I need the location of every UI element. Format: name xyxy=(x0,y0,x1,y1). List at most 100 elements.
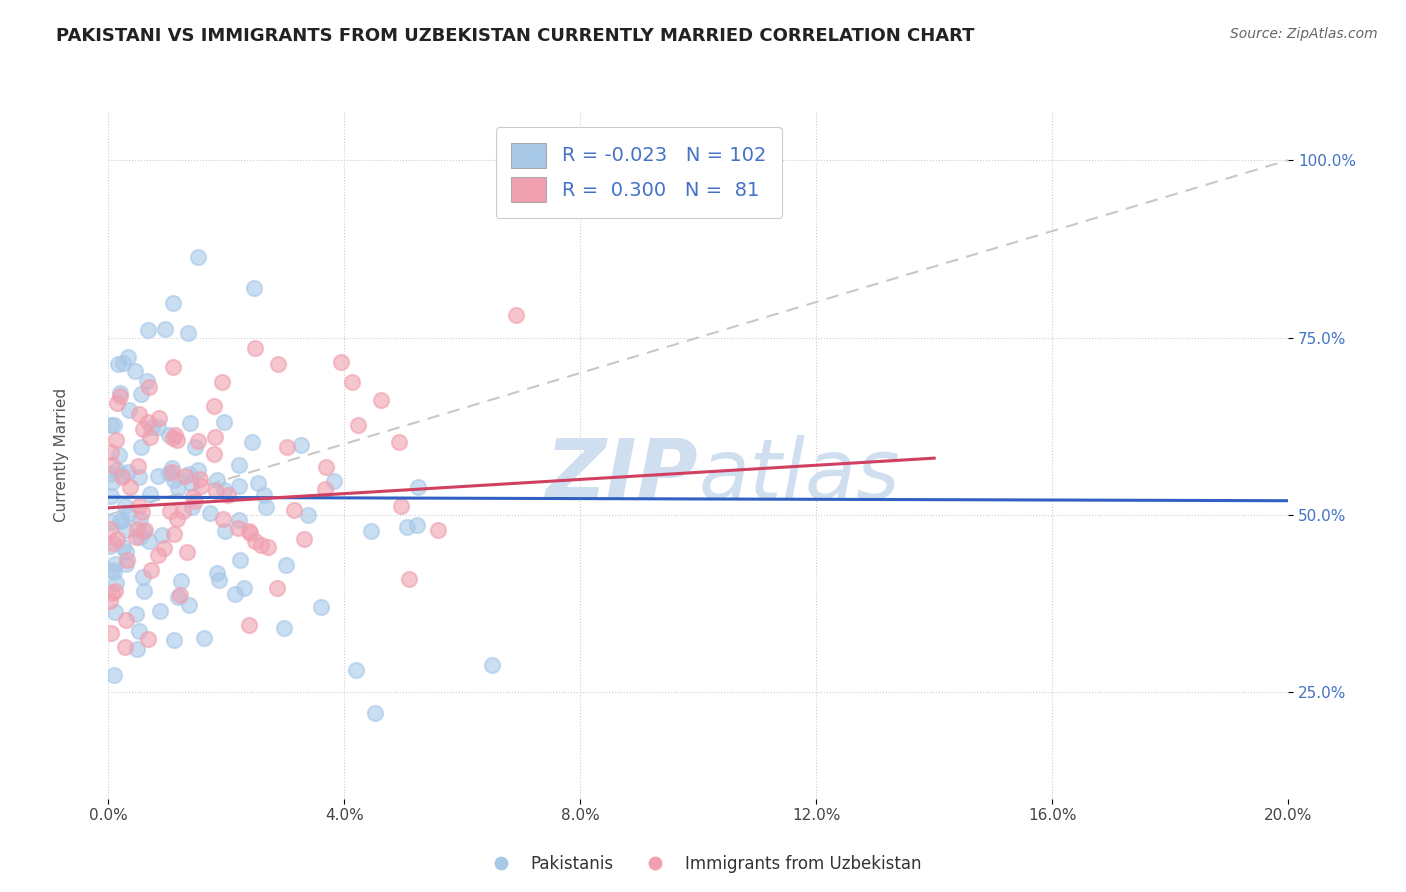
Point xyxy=(406,518,429,533)
Point xyxy=(254,500,277,515)
Point xyxy=(100,458,122,472)
Point xyxy=(136,415,159,429)
Point xyxy=(100,515,122,529)
Point xyxy=(129,387,152,401)
Point xyxy=(233,581,256,595)
Point xyxy=(111,467,134,482)
Point xyxy=(395,520,418,534)
Point xyxy=(110,389,132,403)
Point xyxy=(173,469,195,483)
Point xyxy=(224,587,246,601)
Point xyxy=(245,341,267,355)
Point xyxy=(97,467,120,482)
Point xyxy=(162,527,184,541)
Point xyxy=(228,513,250,527)
Point xyxy=(127,522,149,536)
Point xyxy=(166,434,188,448)
Text: ZIP: ZIP xyxy=(546,434,699,516)
Point xyxy=(226,521,249,535)
Point xyxy=(105,532,128,546)
Point xyxy=(108,386,131,401)
Legend: R = -0.023   N = 102, R =  0.300   N =  81: R = -0.023 N = 102, R = 0.300 N = 81 xyxy=(495,127,782,218)
Point xyxy=(98,539,121,553)
Point xyxy=(315,459,337,474)
Point xyxy=(276,440,298,454)
Point xyxy=(115,523,138,537)
Point xyxy=(114,499,136,513)
Point xyxy=(114,640,136,655)
Point xyxy=(167,590,190,604)
Point xyxy=(204,484,226,499)
Point xyxy=(108,514,131,528)
Point xyxy=(169,588,191,602)
Point xyxy=(103,566,125,580)
Point xyxy=(188,471,211,485)
Point xyxy=(211,375,233,389)
Point xyxy=(112,356,135,370)
Point xyxy=(292,532,315,546)
Point xyxy=(179,416,201,430)
Point xyxy=(202,447,225,461)
Point xyxy=(125,607,148,621)
Point xyxy=(228,479,250,493)
Point xyxy=(128,499,150,513)
Point xyxy=(408,480,430,494)
Point xyxy=(134,523,156,537)
Point xyxy=(205,566,228,580)
Point xyxy=(101,536,124,550)
Point xyxy=(193,631,215,645)
Point xyxy=(127,642,149,657)
Point xyxy=(187,434,209,448)
Point xyxy=(100,417,122,432)
Point xyxy=(128,407,150,421)
Point xyxy=(148,468,170,483)
Point xyxy=(132,584,155,599)
Point xyxy=(118,403,141,417)
Point xyxy=(297,508,319,522)
Point xyxy=(162,296,184,310)
Point xyxy=(240,435,263,450)
Point xyxy=(132,524,155,538)
Point xyxy=(214,524,236,539)
Point xyxy=(205,473,228,487)
Point xyxy=(141,420,163,434)
Point xyxy=(129,512,152,526)
Point xyxy=(183,440,205,454)
Point xyxy=(100,626,122,640)
Point xyxy=(100,586,122,600)
Point xyxy=(98,593,121,607)
Point xyxy=(267,357,290,371)
Point xyxy=(163,633,186,648)
Point xyxy=(322,474,344,488)
Point xyxy=(176,326,198,340)
Point xyxy=(183,493,205,508)
Point xyxy=(105,433,128,447)
Point xyxy=(200,506,222,520)
Point xyxy=(124,364,146,378)
Point xyxy=(128,624,150,639)
Point xyxy=(250,538,273,552)
Point xyxy=(105,396,128,410)
Point xyxy=(388,434,411,449)
Point xyxy=(229,552,252,566)
Point xyxy=(131,505,153,519)
Point xyxy=(238,524,260,538)
Point xyxy=(136,632,159,646)
Point xyxy=(266,582,288,596)
Point xyxy=(273,621,295,635)
Point xyxy=(162,431,184,445)
Point xyxy=(111,470,134,484)
Point xyxy=(138,380,160,394)
Point xyxy=(165,428,187,442)
Point xyxy=(181,491,204,505)
Point xyxy=(157,428,180,442)
Point xyxy=(146,419,169,434)
Point xyxy=(101,475,124,489)
Point xyxy=(330,355,353,369)
Point xyxy=(187,463,209,477)
Point xyxy=(212,483,235,497)
Point xyxy=(128,469,150,483)
Point xyxy=(160,465,183,479)
Point xyxy=(162,359,184,374)
Point xyxy=(115,544,138,558)
